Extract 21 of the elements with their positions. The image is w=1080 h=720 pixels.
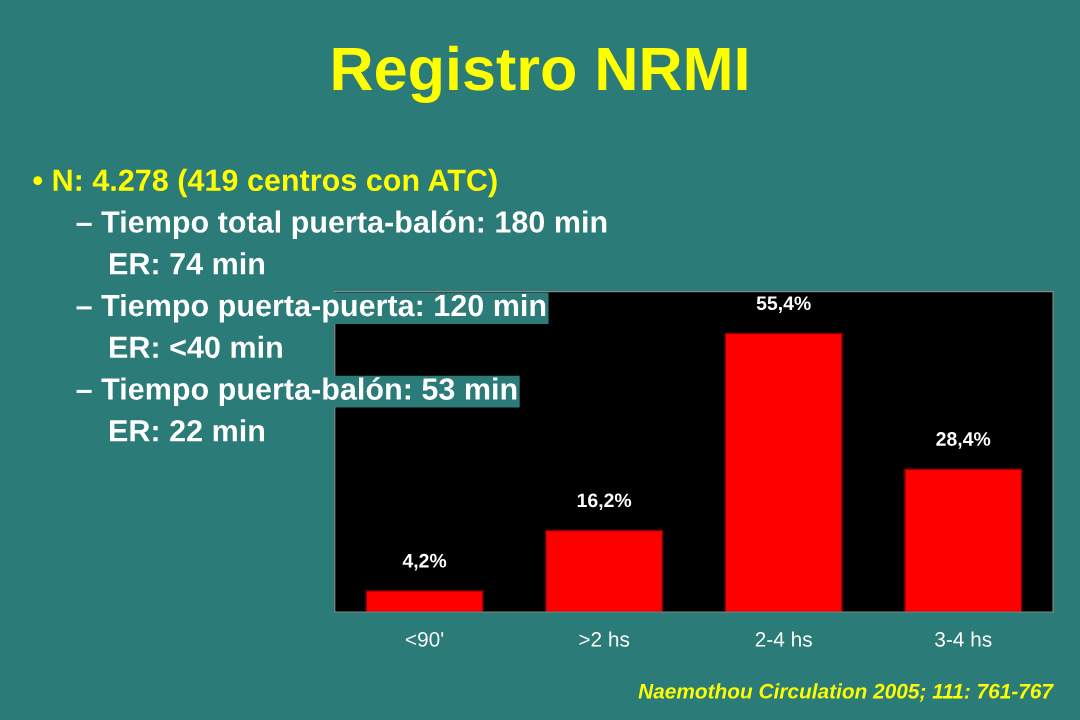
- data-label: 28,4%: [936, 432, 991, 449]
- annotation: – Tiempo puerta-balón: 53 min: [76, 377, 517, 406]
- data-label: 55,4%: [756, 296, 811, 313]
- data-label: 16,2%: [577, 493, 632, 511]
- x-tick-label: <90': [405, 631, 444, 647]
- chart-title: Registro NRMI: [333, 45, 747, 103]
- text: Naemothou Circulation 2005; 111: 761-767: [638, 683, 1054, 702]
- x-tick-label: 3-4 hs: [935, 631, 992, 647]
- bar: [545, 529, 664, 612]
- bar: [904, 468, 1023, 612]
- bar: [724, 332, 843, 612]
- bar: [365, 590, 484, 612]
- text: • N: 4.278 (419 centros con ATC): [33, 168, 497, 198]
- x-tick-label: >2 hs: [579, 631, 630, 647]
- text: – Tiempo puerta-puerta: 120 min: [76, 293, 546, 323]
- x-tick-label: 2-4 hs: [755, 631, 812, 647]
- text: ER: 74 min: [110, 252, 265, 275]
- text: ER: <40 min: [110, 335, 282, 359]
- data-label: 4,2%: [402, 553, 447, 571]
- text: ER: 22 min: [110, 419, 265, 442]
- text: – Tiempo total puerta-balón: 180 min: [76, 210, 607, 239]
